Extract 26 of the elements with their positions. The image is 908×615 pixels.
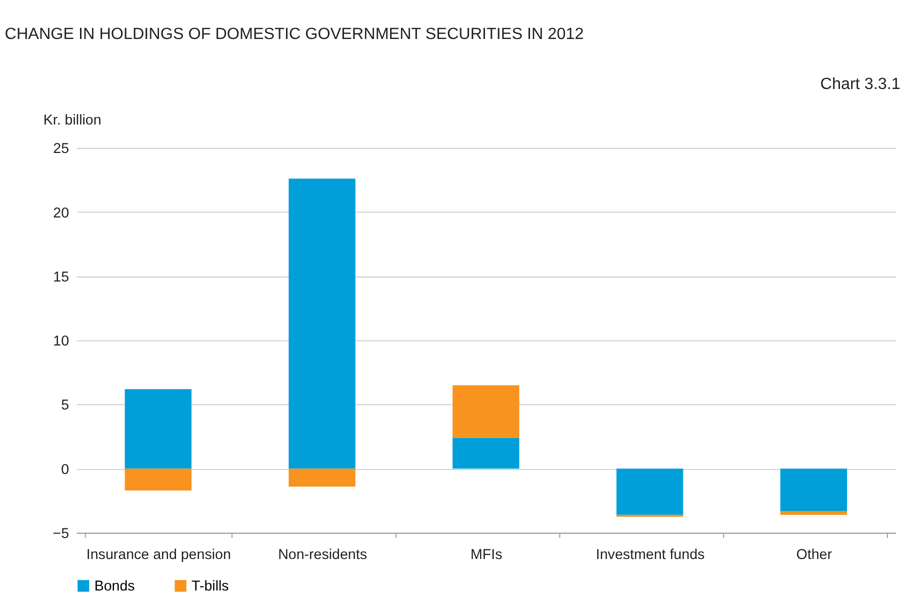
x-tick-label: Other: [796, 546, 832, 563]
bar: [288, 178, 356, 469]
y-tick-label: 25: [53, 141, 70, 158]
chart-title: CHANGE IN HOLDINGS OF DOMESTIC GOVERNMENT SECURITIES IN 2012: [4, 25, 584, 44]
bar: [780, 468, 848, 511]
y-tick-label: 10: [53, 334, 70, 350]
x-tick-label: Investment funds: [596, 546, 705, 563]
y-tick-label: 0: [61, 462, 70, 478]
y-tick-label: 20: [53, 205, 70, 222]
legend-label: T-bills: [192, 578, 229, 595]
y-tick-label: −5: [52, 526, 70, 542]
y-tick-label: 15: [53, 269, 70, 286]
bar: [616, 468, 684, 515]
bar: [124, 468, 192, 490]
legend-label: Bonds: [94, 578, 135, 595]
y-tick-label: 5: [61, 398, 70, 414]
bar: [780, 510, 848, 515]
x-tick-label: MFIs: [470, 546, 502, 563]
y-axis-title: Kr. billion: [43, 112, 102, 129]
x-tick-label: Insurance and pension: [86, 546, 231, 563]
bar: [124, 389, 192, 469]
caption: Chart 3.3.1: [820, 74, 900, 93]
bar: [288, 468, 356, 487]
bar: [452, 385, 520, 438]
x-tick-label: Non-residents: [278, 546, 367, 563]
bar: [452, 438, 520, 469]
